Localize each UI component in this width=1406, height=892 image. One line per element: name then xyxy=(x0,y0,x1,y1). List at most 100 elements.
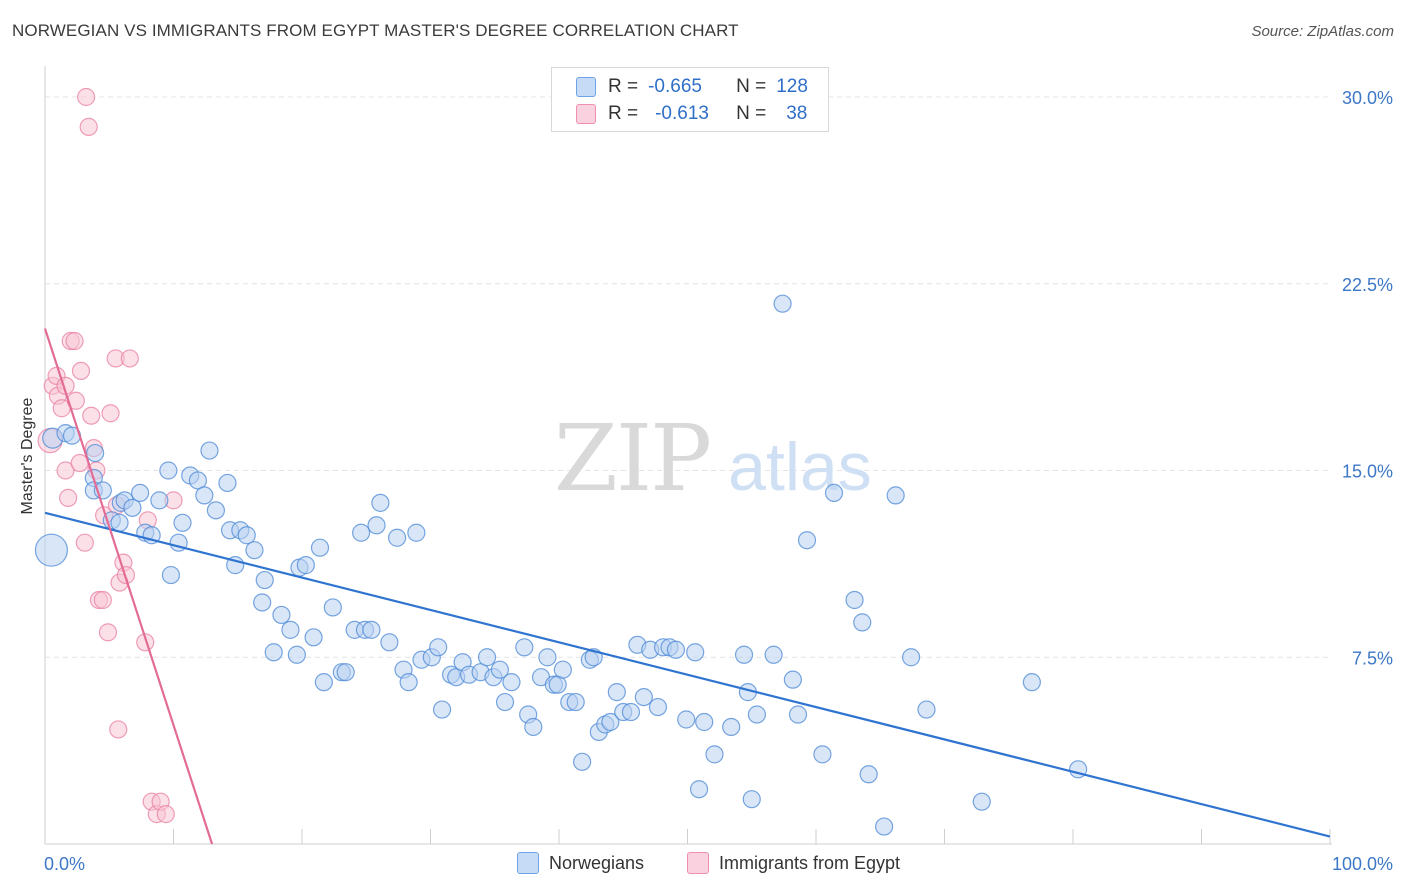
bottom-legend-label: Norwegians xyxy=(549,852,645,873)
norwegians-point xyxy=(566,692,585,712)
y-tick-label: 30.0% xyxy=(1342,88,1393,108)
norwegians-point xyxy=(502,673,521,692)
x-tick-label: 100.0% xyxy=(1332,854,1393,874)
x-tick-label: 0.0% xyxy=(44,854,85,874)
norwegians-point xyxy=(875,817,894,836)
norwegians-point xyxy=(173,513,192,532)
norwegians-point xyxy=(352,523,371,542)
norwegians-point xyxy=(314,673,333,692)
legend-n-value: 38 xyxy=(786,103,808,124)
tick-labels: 7.5% 15.0% 22.5% 30.0% 0.0% 100.0% xyxy=(44,88,1393,874)
norwegians-point xyxy=(553,660,572,679)
norwegians-point xyxy=(200,441,219,460)
norwegians-point xyxy=(621,702,641,722)
legend-r-label: R = xyxy=(608,76,639,97)
norwegians-point xyxy=(195,486,214,505)
norwegians-point xyxy=(362,620,381,639)
series-norwegians xyxy=(34,294,1088,836)
norwegians-point xyxy=(287,645,306,664)
chart-title: NORWEGIAN VS IMMIGRANTS FROM EGYPT MASTE… xyxy=(12,21,739,40)
norwegians-point xyxy=(380,633,399,652)
legend-n-value: 128 xyxy=(776,76,808,97)
norwegians-point xyxy=(515,638,534,657)
bottom-legend-swatch-norwegians xyxy=(517,852,539,874)
norwegians-point xyxy=(123,498,142,517)
norwegians-point xyxy=(161,565,181,585)
norwegians-trend-line xyxy=(44,511,1331,838)
legend-r-value: -0.613 xyxy=(655,103,709,124)
norwegians-point xyxy=(336,663,355,682)
norwegians-point xyxy=(524,717,543,737)
norwegians-point xyxy=(1022,673,1041,692)
egypt-point xyxy=(156,805,175,824)
norwegians-point xyxy=(310,538,330,557)
norwegians-point xyxy=(813,745,832,764)
egypt-point xyxy=(98,623,118,642)
norwegians-point xyxy=(538,648,557,667)
series-immigrants-from-egypt xyxy=(37,87,183,824)
norwegians-point xyxy=(972,792,991,811)
legend-swatch-norwegians xyxy=(576,77,596,97)
norwegians-point xyxy=(237,526,256,545)
bottom-legend-egypt: Immigrants from Egypt xyxy=(687,852,900,874)
norwegians-point xyxy=(824,483,844,503)
norwegians-point xyxy=(304,628,323,647)
norwegians-point xyxy=(747,705,766,724)
norwegians-point xyxy=(734,645,754,664)
norwegians-point xyxy=(797,531,817,550)
norwegians-point xyxy=(429,638,448,657)
norwegians-point xyxy=(495,692,515,712)
y-axis-label: Master's Degree xyxy=(19,397,36,515)
legend-swatch-egypt xyxy=(576,104,596,124)
norwegians-point xyxy=(764,645,783,664)
bottom-legend-norwegians: Norwegians xyxy=(517,852,644,874)
norwegians-point xyxy=(399,673,418,692)
trend-lines xyxy=(43,328,1331,845)
norwegians-point xyxy=(686,643,705,662)
norwegians-point xyxy=(218,473,237,493)
norwegians-point xyxy=(607,683,626,702)
norwegians-point xyxy=(705,745,724,764)
norwegians-point xyxy=(788,705,808,724)
norwegians-point xyxy=(783,670,802,689)
egypt-point xyxy=(93,590,112,610)
norwegians-point xyxy=(490,660,509,679)
legend-r-label: R = xyxy=(608,103,639,124)
norwegians-point xyxy=(853,613,872,632)
norwegians-point xyxy=(253,593,272,612)
norwegians-point xyxy=(648,697,668,717)
norwegians-point xyxy=(886,486,905,505)
norwegians-point xyxy=(901,648,921,667)
bottom-legend-swatch-egypt xyxy=(687,852,709,874)
norwegians-point xyxy=(296,556,315,575)
norwegians-point xyxy=(245,541,264,560)
y-tick-label: 7.5% xyxy=(1352,648,1393,668)
y-tick-label: 22.5% xyxy=(1342,275,1393,295)
norwegians-point xyxy=(130,483,150,503)
egypt-point xyxy=(59,488,78,507)
legend-n-label: N = xyxy=(736,103,767,124)
norwegians-point xyxy=(159,461,178,480)
correlation-legend: R = -0.665 N = 128 R = -0.613 N = 38 xyxy=(551,67,829,132)
norwegians-point xyxy=(689,780,709,799)
source-label: Source: ZipAtlas.com xyxy=(1251,23,1394,40)
norwegians-point xyxy=(917,700,936,719)
norwegians-point xyxy=(86,443,105,463)
egypt-point xyxy=(120,349,139,368)
egypt-point xyxy=(71,361,91,380)
egypt-point xyxy=(75,533,94,552)
axes xyxy=(44,66,1332,845)
norwegians-point xyxy=(281,620,300,639)
watermark: ZIP atlas xyxy=(554,405,872,512)
norwegians-point xyxy=(634,687,653,707)
norwegians-point xyxy=(255,570,274,590)
norwegians-point xyxy=(845,590,864,610)
egypt-point xyxy=(136,633,155,652)
norwegians-point xyxy=(387,528,407,547)
norwegians-point xyxy=(695,712,714,732)
egypt-point xyxy=(82,406,101,425)
norwegians-point xyxy=(272,605,291,625)
norwegians-point xyxy=(666,640,686,659)
norwegians-point xyxy=(34,533,69,567)
